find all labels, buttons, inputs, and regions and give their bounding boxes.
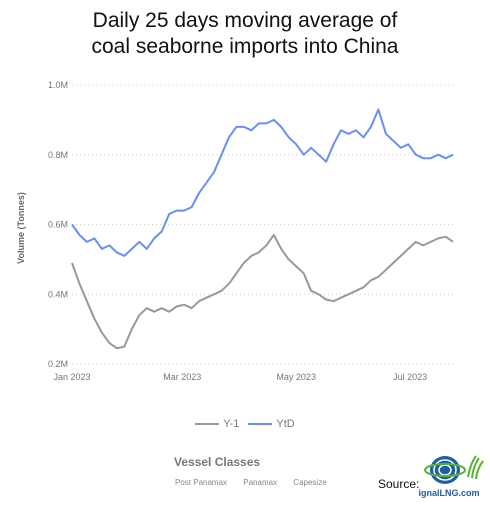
legend-item-ytd[interactable]: YtD	[248, 418, 295, 430]
vessel-class-post-panamax[interactable]: Post Panamax	[175, 478, 228, 487]
vessel-classes-title: Vessel Classes	[174, 455, 261, 469]
logo-leaves-icon	[467, 455, 484, 480]
vessel-class-panamax[interactable]: Panamax	[243, 478, 278, 487]
y-tick-label: 1.0M	[48, 80, 68, 90]
signal-lng-logo: SignalLNG.com	[418, 455, 484, 498]
y-axis-label: Volume (Tonnes)	[16, 192, 26, 264]
vessel-classes-filter: Post Panamax Panamax Capesize	[175, 478, 341, 487]
legend-item-y-1[interactable]: Y-1	[195, 418, 239, 430]
chart-title-line-1: Daily 25 days moving average of	[92, 9, 398, 32]
x-tick-label: Jul 2023	[393, 372, 427, 382]
legend-label-y-1: Y-1	[223, 418, 240, 430]
x-tick-label: May 2023	[276, 372, 316, 382]
y-tick-label: 0.6M	[48, 220, 68, 230]
chart-title: Daily 25 days moving average of coal sea…	[0, 8, 490, 60]
y-tick-label: 0.2M	[48, 359, 68, 369]
logo-orbit-icon	[424, 463, 466, 477]
logo-ring-icon	[433, 459, 457, 481]
chart-legend: Y-1 YtD	[0, 416, 490, 430]
legend-swatch-y-1	[195, 423, 220, 425]
y-axis: 0.2M 0.4M 0.6M 0.8M 1.0M	[48, 80, 68, 369]
x-axis: Jan 2023 Mar 2023 May 2023 Jul 2023	[53, 372, 427, 382]
series-line-ytd	[71, 108, 454, 257]
legend-label-ytd: YtD	[276, 418, 295, 430]
source-label: Source:	[378, 477, 420, 491]
legend-swatch-ytd	[248, 423, 273, 425]
chart-grid	[72, 84, 455, 365]
vessel-class-capesize[interactable]: Capesize	[293, 478, 327, 487]
x-tick-label: Mar 2023	[163, 372, 201, 382]
chart-title-line-2: coal seaborne imports into China	[91, 35, 399, 58]
x-tick-label: Jan 2023	[53, 372, 90, 382]
y-tick-label: 0.8M	[48, 150, 68, 160]
y-tick-label: 0.4M	[48, 289, 68, 299]
series-line-y-1	[71, 234, 454, 350]
logo-text: SignalLNG.com	[418, 488, 480, 498]
chart-series	[71, 108, 454, 350]
line-chart: 0.2M 0.4M 0.6M 0.8M 1.0M Jan 2023 Mar 2023 May…	[16, 80, 455, 382]
